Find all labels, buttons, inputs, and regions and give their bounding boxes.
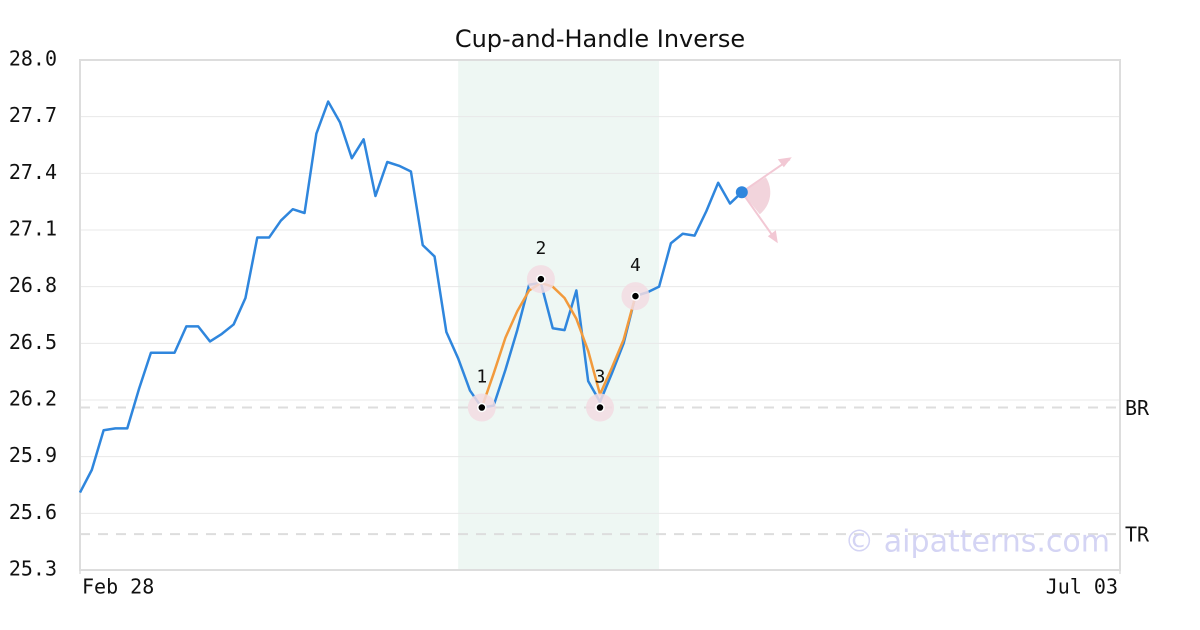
x-tick-label: Feb 28 xyxy=(82,575,154,599)
pivot-label: 3 xyxy=(595,367,606,388)
x-tick-label: Jul 03 xyxy=(1046,575,1118,599)
pivot-point xyxy=(630,291,641,301)
y-tick-label: 26.5 xyxy=(9,330,57,354)
arrow-head xyxy=(767,230,778,244)
projection-arrow xyxy=(741,191,777,241)
y-tick-label: 25.3 xyxy=(9,557,57,581)
y-tick-label: 26.2 xyxy=(9,387,57,411)
projection-wedge xyxy=(741,177,771,215)
pivot-label: 2 xyxy=(535,238,546,259)
arrow-head xyxy=(777,157,792,168)
projection-arrow xyxy=(741,158,791,194)
pivot-label: 4 xyxy=(630,255,641,276)
pivot-point xyxy=(536,274,546,284)
y-tick-label: 28.0 xyxy=(9,47,57,71)
level-label: TR xyxy=(1125,523,1150,547)
y-tick-label: 25.6 xyxy=(9,500,57,524)
chart-title: Cup-and-Handle Inverse xyxy=(455,25,745,53)
level-label: BR xyxy=(1125,396,1150,420)
pivot-point xyxy=(595,402,605,413)
y-tick-label: 25.9 xyxy=(9,443,57,467)
pivot-label: 1 xyxy=(476,367,487,388)
plot-frame xyxy=(79,59,1121,571)
y-tick-label: 27.7 xyxy=(9,103,57,127)
y-tick-label: 26.8 xyxy=(9,273,57,297)
projection-fan xyxy=(741,157,792,244)
y-tick-label: 27.1 xyxy=(9,217,57,241)
highlight-region xyxy=(458,60,660,570)
pivot-point xyxy=(477,402,487,413)
watermark: © aipatterns.com xyxy=(844,525,1110,560)
series-line xyxy=(480,281,637,408)
y-tick-label: 27.4 xyxy=(9,160,57,184)
last-point xyxy=(735,186,748,199)
